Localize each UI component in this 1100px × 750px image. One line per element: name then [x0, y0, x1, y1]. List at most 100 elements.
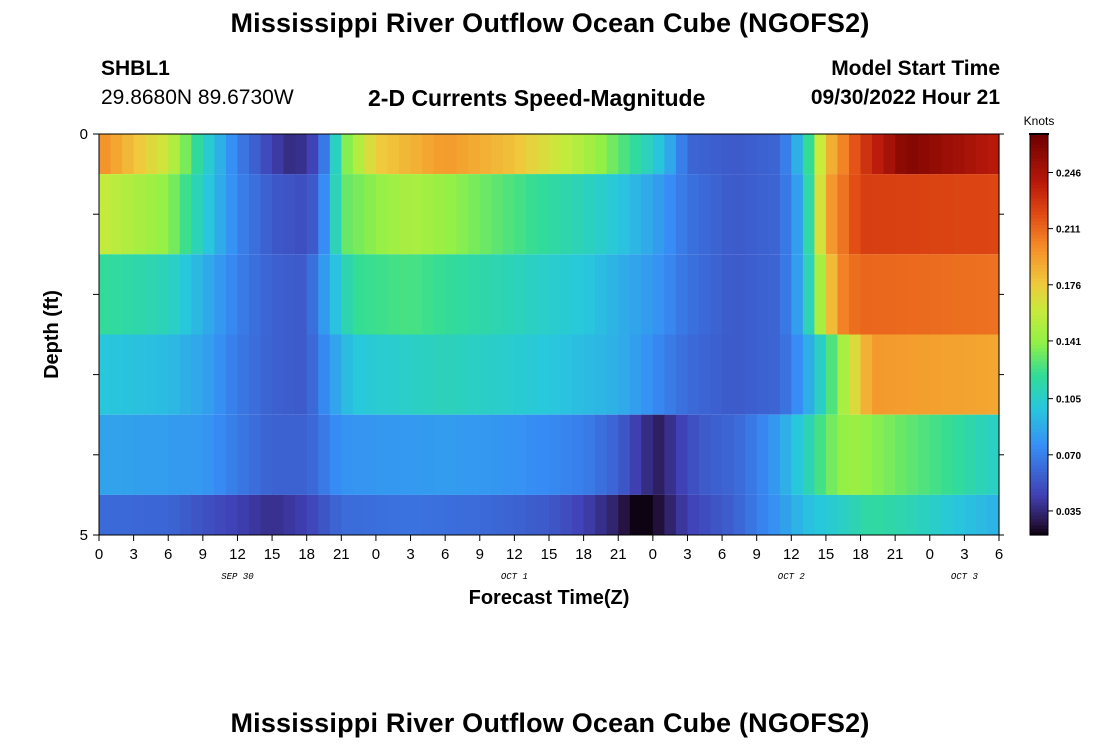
heatmap-cell — [606, 174, 619, 255]
colorbar-segment — [1030, 357, 1048, 362]
heatmap-cell — [583, 254, 596, 335]
heatmap-cell — [133, 414, 146, 495]
heatmap-cell — [929, 414, 942, 495]
colorbar-segment — [1030, 394, 1048, 399]
heatmap-cell — [572, 414, 585, 495]
x-tick-label: 0 — [926, 546, 934, 563]
heatmap-cell — [399, 334, 412, 415]
heatmap-cell — [352, 254, 365, 335]
heatmap-cell — [537, 414, 550, 495]
heatmap-cell — [733, 134, 746, 175]
heatmap-cell — [318, 254, 331, 335]
x-tick-label: 0 — [649, 546, 657, 563]
colorbar-segment — [1030, 177, 1048, 182]
heatmap-cell — [422, 334, 435, 415]
colorbar-segment — [1030, 234, 1048, 239]
colorbar-segment — [1030, 411, 1048, 416]
heatmap-cell — [560, 174, 573, 255]
x-axis: 0 3 6 9 12 15 18 21 0 3 6 9 12 15 18 21 0 3 6 9 12 15 18 21 0 3 6 S… — [95, 535, 1003, 582]
heatmap-cell — [502, 414, 515, 495]
heatmap-cell — [722, 334, 735, 415]
heatmap-cell — [560, 494, 573, 535]
heatmap-cell — [641, 134, 654, 175]
heatmap-cell — [260, 334, 273, 415]
heatmap-cell — [987, 334, 1000, 415]
heatmap-cell — [364, 134, 377, 175]
date-label: OCT 3 — [951, 572, 979, 582]
heatmap-cell — [468, 254, 481, 335]
heatmap-cell — [779, 494, 792, 535]
heatmap-cell — [895, 334, 908, 415]
heatmap-cell — [445, 334, 458, 415]
heatmap-cell — [214, 174, 227, 255]
heatmap-cell — [283, 494, 296, 535]
heatmap-cell — [964, 134, 977, 175]
colorbar-segment — [1030, 471, 1048, 476]
heatmap-cell — [629, 174, 642, 255]
heatmap-cell — [952, 334, 965, 415]
heatmap-cell — [514, 414, 527, 495]
heatmap-cell — [387, 254, 400, 335]
heatmap-cell — [756, 494, 769, 535]
heatmap-cell — [341, 134, 354, 175]
heatmap-cell — [745, 134, 758, 175]
heatmap-cell — [918, 174, 931, 255]
heatmap-cell — [641, 254, 654, 335]
heatmap-cell — [237, 134, 250, 175]
colorbar-segment — [1030, 524, 1048, 529]
colorbar-segment — [1030, 371, 1048, 376]
heatmap-cell — [410, 494, 423, 535]
heatmap-cell — [664, 254, 677, 335]
colorbar-segment — [1030, 311, 1048, 316]
heatmap-cell — [179, 134, 192, 175]
heatmap-cell — [422, 174, 435, 255]
heatmap-cell — [952, 414, 965, 495]
heatmap-cell — [583, 174, 596, 255]
heatmap-cell — [249, 414, 262, 495]
heatmap-cell — [895, 134, 908, 175]
heatmap-cell — [964, 334, 977, 415]
heatmap-cell — [456, 334, 469, 415]
heatmap-cell — [272, 494, 285, 535]
heatmap-cell — [883, 174, 896, 255]
heatmap-cell — [779, 334, 792, 415]
heatmap-cell — [652, 134, 665, 175]
heatmap-cell — [329, 494, 342, 535]
heatmap-cell — [122, 334, 135, 415]
heatmap-cell — [860, 174, 873, 255]
heatmap-cell — [491, 254, 504, 335]
heatmap-cell — [145, 494, 158, 535]
heatmap-cell — [99, 414, 112, 495]
heatmap-cell — [214, 134, 227, 175]
heatmap-cell — [249, 134, 262, 175]
heatmap-cell — [549, 334, 562, 415]
heatmap-cell — [306, 174, 319, 255]
y-tick-label: 0 — [80, 126, 88, 143]
heatmap-cell — [179, 494, 192, 535]
heatmap-cell — [341, 334, 354, 415]
x-tick-label: 12 — [783, 546, 800, 563]
heatmap-cell — [722, 414, 735, 495]
colorbar-segment — [1030, 164, 1048, 169]
heatmap-cell — [491, 414, 504, 495]
heatmap-cell — [156, 134, 169, 175]
colorbar-segment — [1030, 341, 1048, 346]
heatmap-cell — [779, 174, 792, 255]
heatmap-cell — [306, 414, 319, 495]
heatmap-cell — [364, 174, 377, 255]
colorbar-segment — [1030, 337, 1048, 342]
colorbar-segment — [1030, 220, 1048, 225]
heatmap-cell — [802, 494, 815, 535]
heatmap-cell — [479, 134, 492, 175]
colorbar-segment — [1030, 224, 1048, 229]
heatmap-cell — [468, 334, 481, 415]
colorbar-segment — [1030, 210, 1048, 215]
heatmap-cell — [225, 494, 239, 535]
heatmap-cell — [629, 494, 642, 535]
heatmap-cell — [595, 134, 608, 175]
heatmap-cell — [583, 414, 596, 495]
heatmap-cell — [975, 414, 989, 495]
colorbar-segment — [1030, 274, 1048, 279]
heatmap-cell — [572, 334, 585, 415]
heatmap-cell — [156, 254, 169, 335]
